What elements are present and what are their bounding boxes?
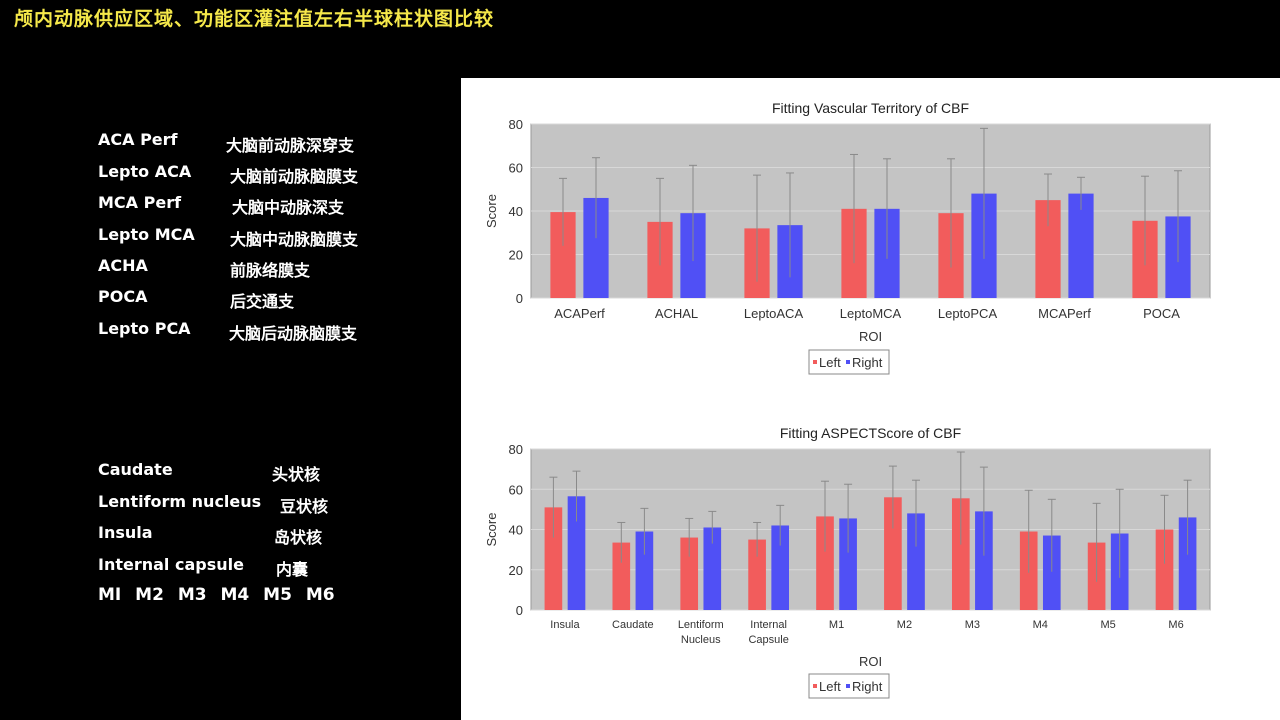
chart-title: Fitting ASPECTScore of CBF <box>780 425 961 441</box>
y-tick-label: 0 <box>516 603 523 618</box>
legend-definition: 大脑后动脉脑膜支 <box>229 324 358 343</box>
x-tick-label: M6 <box>1168 619 1183 631</box>
legend-definition: 前脉络膜支 <box>230 261 311 280</box>
x-tick-label: LeptoACA <box>744 306 804 321</box>
legend-label-right: Right <box>852 355 883 370</box>
x-axis-label: ROI <box>859 654 882 669</box>
x-tick-label: Capsule <box>748 634 788 646</box>
x-tick-label: Lentiform <box>678 619 724 631</box>
x-tick-label: Caudate <box>612 619 654 631</box>
y-tick-label: 60 <box>509 482 523 497</box>
legend-term: Internal capsule <box>98 555 244 574</box>
bar <box>951 498 970 610</box>
legend-label-left: Left <box>819 355 841 370</box>
legend-term: POCA <box>98 287 148 306</box>
y-tick-label: 0 <box>516 291 523 306</box>
x-tick-label: ACAPerf <box>554 306 605 321</box>
legend-term: Lepto ACA <box>98 162 192 181</box>
legend-definition: 豆状核 <box>280 497 329 516</box>
legend-term: ACHA <box>98 256 148 275</box>
chart-panel: Fitting Vascular Territory of CBF 0 20 40 60… <box>461 78 1280 720</box>
legend-swatch-right <box>846 360 850 364</box>
x-tick-label: Insula <box>550 619 580 631</box>
bar <box>975 511 993 610</box>
bar <box>544 507 563 610</box>
x-tick-label: LeptoMCA <box>840 306 902 321</box>
y-tick-label: 40 <box>509 523 523 538</box>
legend-term: ACA Perf <box>98 130 178 149</box>
x-tick-label: Nucleus <box>681 634 721 646</box>
chart-title: Fitting Vascular Territory of CBF <box>772 100 969 116</box>
legend-term: Lepto PCA <box>98 319 191 338</box>
y-tick-label: 20 <box>509 248 523 263</box>
y-tick-label: 80 <box>509 117 523 132</box>
legend-term: MCA Perf <box>98 193 182 212</box>
legend-definition: 头状核 <box>272 465 321 484</box>
m-segments-label: MI M2 M3 M4 M5 M6 <box>98 585 335 605</box>
bar <box>1178 517 1197 610</box>
x-tick-label: ACHAL <box>655 306 698 321</box>
charts-canvas: Fitting Vascular Territory of CBF 0 20 40 60… <box>484 100 1211 699</box>
legend-definition: 大脑前动脉深穿支 <box>226 136 355 155</box>
legend-definition: 大脑前动脉脑膜支 <box>230 167 359 186</box>
legend-term: Lepto MCA <box>98 225 195 244</box>
x-tick-label: M5 <box>1101 619 1116 631</box>
bar <box>635 531 654 610</box>
x-tick-label: MCAPerf <box>1038 306 1091 321</box>
legend-label-right: Right <box>852 679 883 694</box>
legend-term: Caudate <box>98 460 173 479</box>
legend-swatch-left <box>813 684 817 688</box>
slide-title: 颅内动脉供应区域、功能区灌注值左右半球柱状图比较 <box>14 8 495 30</box>
legend-label-left: Left <box>819 679 841 694</box>
bar <box>1068 193 1094 298</box>
bar <box>1155 529 1174 610</box>
bar <box>567 496 586 610</box>
legend-swatch-left <box>813 360 817 364</box>
legend-swatch-right <box>846 684 850 688</box>
legend-definition: 大脑中动脉脑膜支 <box>230 230 359 249</box>
bar <box>703 527 722 610</box>
x-tick-label: M2 <box>897 619 912 631</box>
bar <box>839 518 857 610</box>
y-tick-label: 60 <box>509 161 523 176</box>
legend-term: Insula <box>98 523 153 542</box>
x-tick-label: M1 <box>829 619 844 631</box>
y-tick-label: 40 <box>509 204 523 219</box>
bar <box>907 513 925 610</box>
y-axis-label: Score <box>484 194 499 228</box>
region-legend: Caudate 头状核 Lentiform nucleus 豆状核 Insula… <box>98 460 438 580</box>
y-tick-label: 80 <box>509 442 523 457</box>
x-tick-label: LeptoPCA <box>938 306 998 321</box>
legend-term: Lentiform nucleus <box>98 492 262 511</box>
legend-definition: 岛状核 <box>274 528 323 547</box>
bar <box>1042 535 1061 610</box>
bar <box>884 497 902 610</box>
x-tick-label: M4 <box>1033 619 1048 631</box>
legend-definition: 内囊 <box>276 560 309 579</box>
bar <box>680 537 699 610</box>
bar <box>748 539 766 610</box>
bar <box>771 525 790 610</box>
x-tick-label: Internal <box>750 619 787 631</box>
y-tick-label: 20 <box>509 563 523 578</box>
x-tick-label: M3 <box>965 619 980 631</box>
territory-legend: ACA Perf 大脑前动脉深穿支 Lepto ACA 大脑前动脉脑膜支 MCA… <box>98 130 438 350</box>
bar <box>816 516 834 610</box>
legend-definition: 大脑中动脉深支 <box>232 198 345 217</box>
x-axis-label: ROI <box>859 329 882 344</box>
y-axis-label: Score <box>484 513 499 547</box>
x-tick-label: POCA <box>1143 306 1180 321</box>
bar <box>612 542 631 610</box>
legend-definition: 后交通支 <box>230 292 295 311</box>
